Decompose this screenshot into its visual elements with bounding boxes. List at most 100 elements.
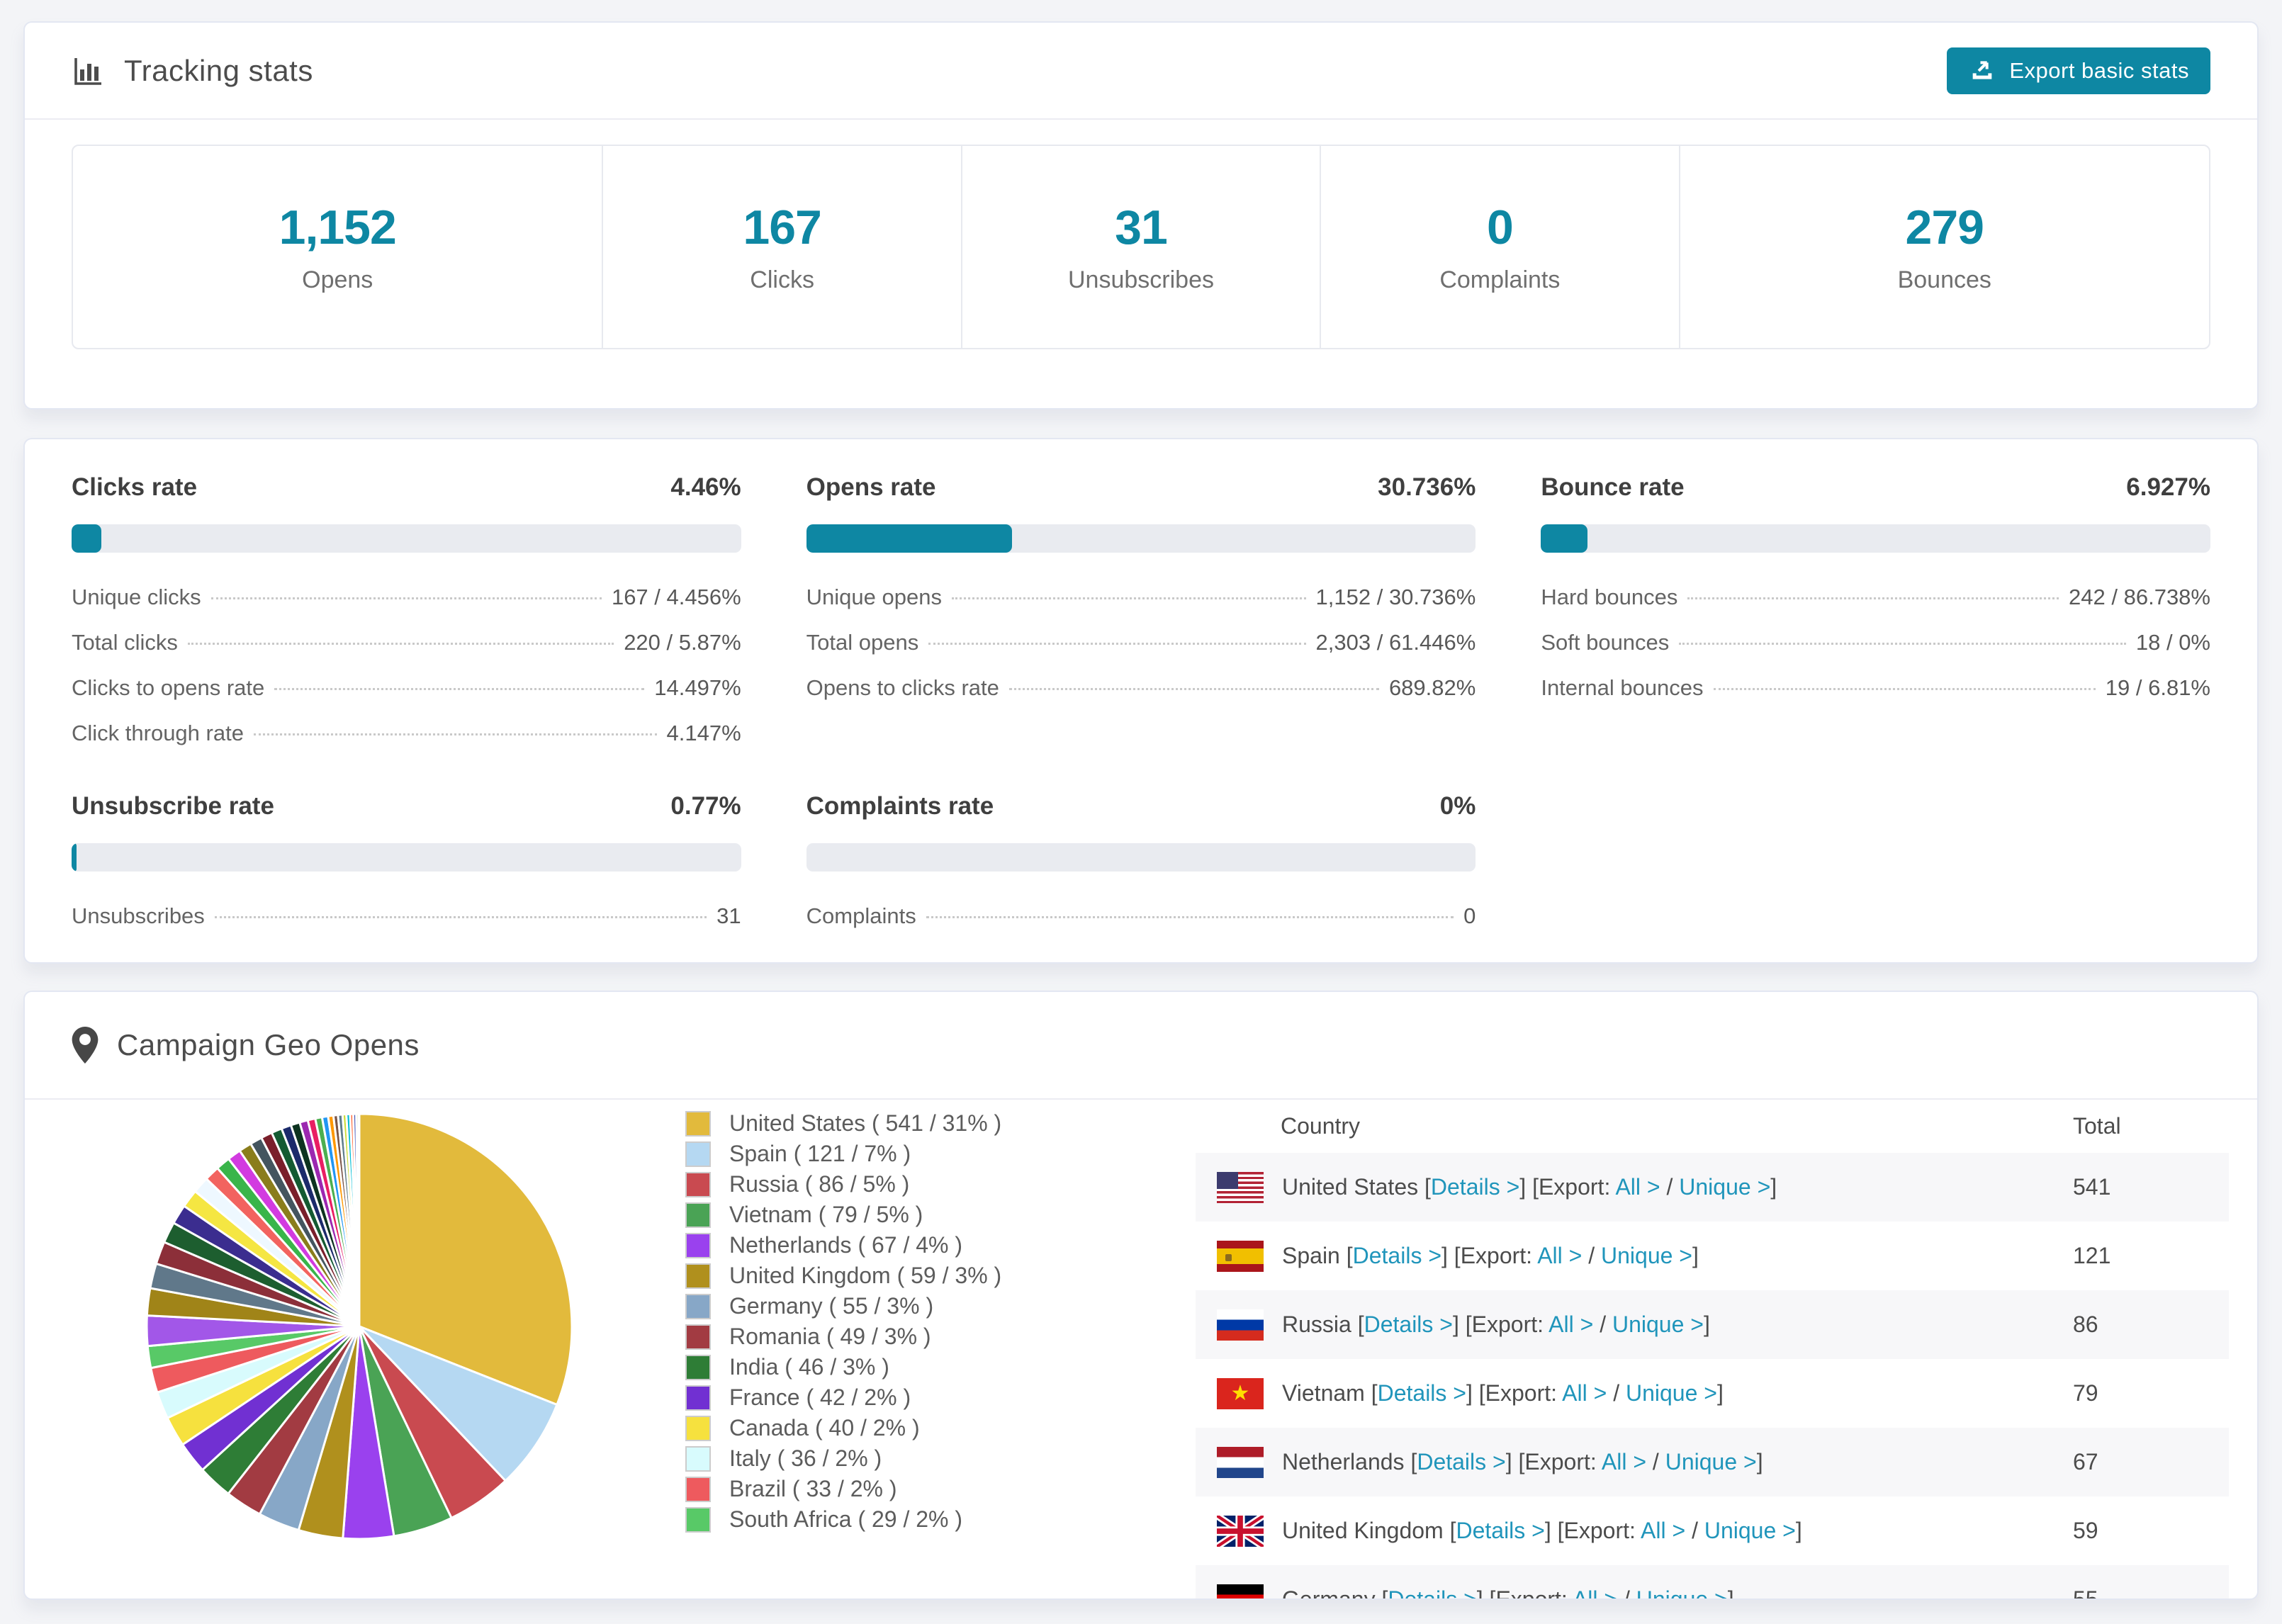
rate-title: Opens rate	[806, 473, 936, 501]
export-prefix: Export:	[1460, 1243, 1533, 1268]
export-all-link[interactable]: All >	[1601, 1449, 1647, 1474]
stat-label: Hard bounces	[1541, 585, 1678, 609]
legend-item-france[interactable]: France ( 42 / 2% )	[685, 1382, 1103, 1413]
geo-section-title: Campaign Geo Opens	[117, 1028, 420, 1061]
geo-table-row-gb: United Kingdom [Details >] [Export: All …	[1196, 1496, 2229, 1565]
details-link[interactable]: Details >	[1417, 1449, 1506, 1474]
geo-table-row-de: Germany [Details >] [Export: All > / Uni…	[1196, 1565, 2229, 1600]
stat-value: 14.497%	[654, 675, 741, 700]
details-link[interactable]: Details >	[1456, 1518, 1545, 1543]
legend-swatch	[685, 1445, 711, 1472]
stat-value: 2,303 / 61.446%	[1315, 630, 1476, 655]
export-prefix: Export:	[1524, 1449, 1597, 1474]
rate-block-bounce-rate: Bounce rate 6.927% Hard bounces 242 / 86.73…	[1541, 473, 2210, 747]
export-unique-link[interactable]: Unique >	[1612, 1312, 1704, 1337]
dotted-leader	[274, 688, 645, 690]
stat-label: Total clicks	[72, 630, 178, 655]
country-links: Russia [Details >] [Export: All > / Uniq…	[1282, 1312, 1710, 1337]
export-basic-stats-button[interactable]: Export basic stats	[1947, 47, 2210, 94]
legend-item-india[interactable]: India ( 46 / 3% )	[685, 1352, 1103, 1382]
legend-swatch	[685, 1263, 711, 1289]
stat-row: Hard bounces 242 / 86.738%	[1541, 584, 2210, 611]
export-unique-link[interactable]: Unique >	[1704, 1518, 1796, 1543]
legend-item-canada[interactable]: Canada ( 40 / 2% )	[685, 1413, 1103, 1443]
export-all-link[interactable]: All >	[1641, 1518, 1686, 1543]
summary-label: Unsubscribes	[1068, 266, 1214, 293]
rates-grid: Clicks rate 4.46% Unique clicks 167 / 4.456…	[25, 439, 2257, 930]
pie-slice-united-states[interactable]	[358, 1112, 573, 1406]
details-link[interactable]: Details >	[1352, 1243, 1442, 1268]
country-links: United Kingdom [Details >] [Export: All …	[1282, 1518, 1802, 1543]
flag-icon-gb	[1217, 1515, 1264, 1547]
legend-item-united-kingdom[interactable]: United Kingdom ( 59 / 3% )	[685, 1261, 1103, 1291]
dotted-leader	[926, 916, 1454, 918]
rate-value: 0%	[1439, 792, 1476, 820]
legend-item-brazil[interactable]: Brazil ( 33 / 2% )	[685, 1474, 1103, 1504]
flag-icon-de	[1217, 1584, 1264, 1598]
legend-label: India ( 46 / 3% )	[729, 1354, 889, 1380]
progress-fill	[72, 524, 102, 553]
stat-label: Clicks to opens rate	[72, 675, 265, 700]
details-link[interactable]: Details >	[1364, 1312, 1453, 1337]
stat-label: Unsubscribes	[72, 903, 205, 928]
legend-item-italy[interactable]: Italy ( 36 / 2% )	[685, 1443, 1103, 1474]
export-prefix: Export:	[1495, 1586, 1568, 1600]
details-link[interactable]: Details >	[1388, 1586, 1477, 1600]
country-cell: United States [Details >] [Export: All >…	[1196, 1171, 2073, 1203]
summary-value: 167	[743, 201, 821, 254]
legend-item-south-africa[interactable]: South Africa ( 29 / 2% )	[685, 1504, 1103, 1535]
export-all-link[interactable]: All >	[1572, 1586, 1618, 1600]
geo-table-row-vn: ★ Vietnam [Details >] [Export: All > / Un…	[1196, 1359, 2229, 1428]
summary-label: Complaints	[1439, 266, 1561, 293]
legend-swatch	[685, 1354, 711, 1380]
stat-label: Total opens	[806, 630, 919, 655]
stat-label: Soft bounces	[1541, 630, 1670, 655]
country-name: United Kingdom	[1282, 1518, 1444, 1543]
legend-item-romania[interactable]: Romania ( 49 / 3% )	[685, 1321, 1103, 1352]
details-link[interactable]: Details >	[1430, 1174, 1520, 1200]
rate-title: Clicks rate	[72, 473, 198, 501]
legend-item-vietnam[interactable]: Vietnam ( 79 / 5% )	[685, 1200, 1103, 1230]
export-unique-link[interactable]: Unique >	[1601, 1243, 1692, 1268]
country-cell: Germany [Details >] [Export: All > / Uni…	[1196, 1584, 2073, 1600]
country-cell: ★ Vietnam [Details >] [Export: All > / Un…	[1196, 1377, 2073, 1409]
summary-value: 31	[1115, 201, 1168, 254]
country-links: United States [Details >] [Export: All >…	[1282, 1174, 1777, 1200]
details-link[interactable]: Details >	[1377, 1380, 1466, 1406]
stat-value: 18 / 0%	[2135, 630, 2210, 655]
export-unique-link[interactable]: Unique >	[1679, 1174, 1771, 1200]
country-total: 541	[2073, 1174, 2111, 1200]
flag-icon-nl	[1217, 1446, 1264, 1478]
export-unique-link[interactable]: Unique >	[1625, 1380, 1717, 1406]
legend-swatch	[685, 1324, 711, 1350]
rate-block-complaints-rate: Complaints rate 0% Complaints 0	[806, 792, 1476, 930]
export-unique-link[interactable]: Unique >	[1665, 1449, 1757, 1474]
export-prefix: Export:	[1538, 1174, 1611, 1200]
country-total: 55	[2073, 1586, 2098, 1600]
stat-row: Click through rate 4.147%	[72, 720, 741, 747]
export-all-link[interactable]: All >	[1562, 1380, 1607, 1406]
legend-item-united-states[interactable]: United States ( 541 / 31% )	[685, 1108, 1103, 1139]
rates-card: Clicks rate 4.46% Unique clicks 167 / 4.456…	[23, 438, 2259, 964]
legend-item-russia[interactable]: Russia ( 86 / 5% )	[685, 1169, 1103, 1200]
geo-table-rows: United States [Details >] [Export: All >…	[1196, 1153, 2229, 1600]
country-links: Netherlands [Details >] [Export: All > /…	[1282, 1449, 1763, 1474]
geo-table-row-nl: Netherlands [Details >] [Export: All > /…	[1196, 1428, 2229, 1496]
legend-item-netherlands[interactable]: Netherlands ( 67 / 4% )	[685, 1230, 1103, 1261]
export-all-link[interactable]: All >	[1615, 1174, 1660, 1200]
progress-fill	[72, 843, 77, 872]
map-pin-icon	[72, 1027, 99, 1064]
legend-item-germany[interactable]: Germany ( 55 / 3% )	[685, 1291, 1103, 1321]
country-name: Vietnam	[1282, 1380, 1365, 1406]
country-cell: United Kingdom [Details >] [Export: All …	[1196, 1515, 2073, 1547]
export-unique-link[interactable]: Unique >	[1636, 1586, 1728, 1600]
export-all-link[interactable]: All >	[1537, 1243, 1583, 1268]
legend-label: France ( 42 / 2% )	[729, 1385, 911, 1410]
export-all-link[interactable]: All >	[1548, 1312, 1594, 1337]
pie-slice-spain[interactable]	[358, 1325, 558, 1483]
summary-boxes: 1,152 Opens 167 Clicks 31 Unsubscribes 0 Compla…	[72, 145, 2210, 349]
legend-item-spain[interactable]: Spain ( 121 / 7% )	[685, 1139, 1103, 1169]
geo-pie-legend: United States ( 541 / 31% ) Spain ( 121 /…	[685, 1108, 1103, 1535]
legend-label: Italy ( 36 / 2% )	[729, 1445, 882, 1471]
